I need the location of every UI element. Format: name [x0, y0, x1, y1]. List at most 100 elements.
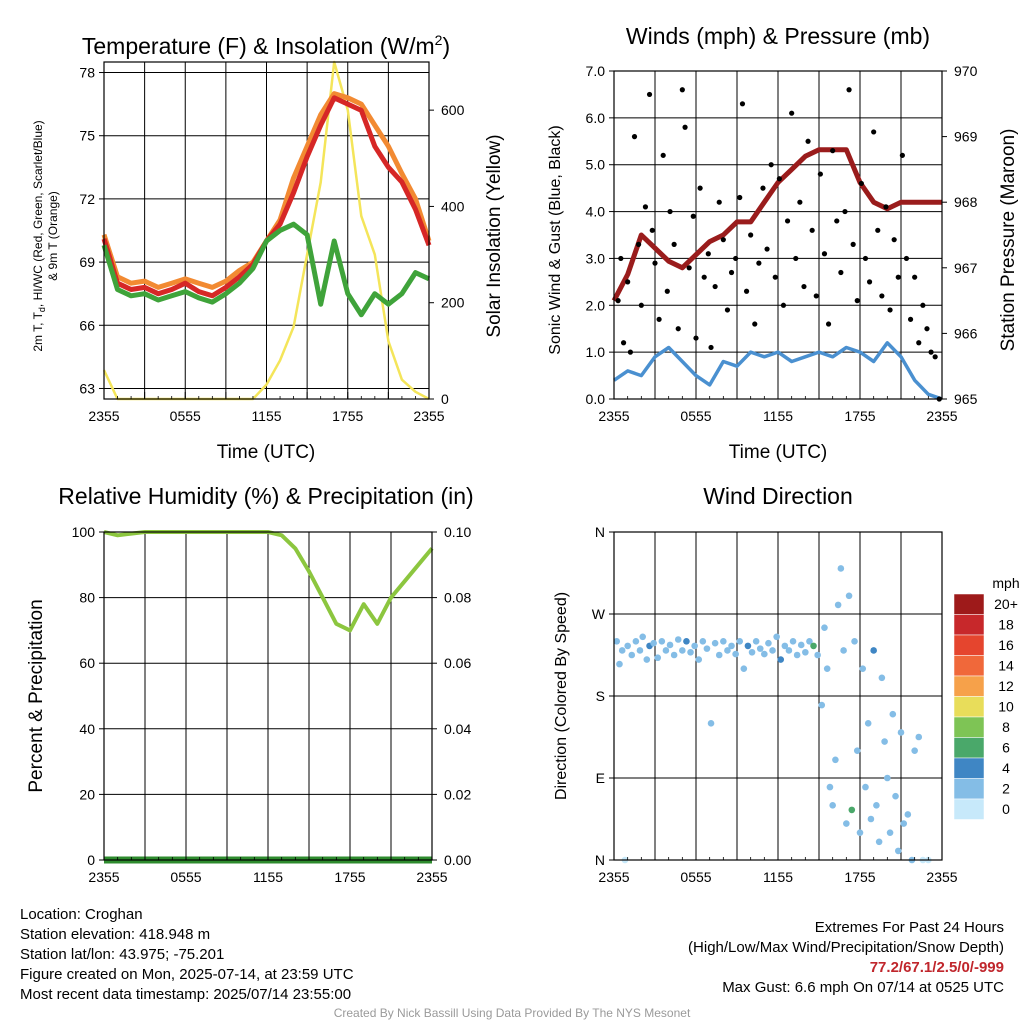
x-tick-label: 0555 [680, 408, 711, 424]
gust-point [793, 255, 799, 262]
gust-point [830, 148, 836, 154]
gust-point [618, 255, 624, 262]
max-gust: Max Gust: 6.6 mph On 07/14 at 0525 UTC [722, 979, 1004, 996]
direction-point [864, 720, 872, 727]
direction-point [711, 639, 719, 647]
gust-point [649, 227, 655, 233]
x-tick-label: 2355 [926, 869, 957, 885]
y-tick-label: E [596, 770, 605, 786]
gust-point [797, 199, 803, 205]
direction-point [821, 624, 828, 631]
temp-gridlines [103, 62, 430, 399]
gust-point [875, 227, 881, 233]
direction-point [897, 729, 905, 736]
figure-created: Figure created on Mon, 2025-07-14, at 23… [20, 966, 354, 983]
x-tick-label: 1755 [844, 869, 875, 885]
gust-point [660, 152, 666, 158]
gust-point [708, 344, 714, 351]
gust-point [928, 349, 934, 355]
y-tick-label: 20 [79, 786, 95, 802]
direction-point [736, 638, 744, 645]
direction-point [744, 642, 752, 650]
gust-point [920, 302, 926, 308]
direction-point [616, 660, 623, 668]
gust-point [846, 87, 852, 93]
direction-point [624, 642, 631, 650]
gust-point [780, 302, 787, 308]
gust-point [664, 288, 670, 294]
colorbar-label: 18 [998, 617, 1014, 633]
extremes-panel: Extremes For Past 24 Hours (High/Low/Max… [688, 918, 1004, 998]
x-tick-label: 0555 [680, 869, 711, 885]
direction-point [802, 648, 809, 656]
gust-point [838, 269, 844, 276]
gust-point [760, 185, 766, 191]
gust-point [667, 208, 673, 215]
direction-point [873, 802, 880, 809]
y2-tick-label: 200 [441, 295, 465, 311]
direction-point [765, 639, 772, 647]
direction-point [632, 638, 640, 645]
rh-gridlines [103, 531, 433, 861]
wind-title: Winds (mph) & Pressure (mb) [626, 23, 930, 49]
direction-point [829, 802, 836, 809]
x-tick-label: 2355 [88, 408, 119, 424]
gust-point [682, 124, 688, 130]
direction-point [911, 747, 918, 754]
direction-point [748, 648, 756, 656]
x-tick-label: 2355 [416, 869, 447, 885]
gust-point [842, 208, 848, 215]
x-tick-label: 2355 [413, 408, 444, 424]
direction-point [806, 638, 813, 645]
gust-point [862, 255, 869, 262]
x-tick-label: 2355 [598, 869, 629, 885]
direction-point [639, 633, 646, 641]
direction-point [900, 820, 908, 827]
gust-point [871, 129, 877, 135]
temperature-series-line [101, 221, 431, 318]
gust-point [627, 349, 634, 355]
direction-point [840, 647, 847, 654]
colorbar-swatch [953, 757, 985, 779]
extremes-values: 77.2/67.1/2.5/0/-999 [869, 959, 1004, 976]
gust-point [805, 138, 811, 144]
direction-point [848, 806, 856, 814]
wind-series [611, 87, 943, 402]
direction-point [773, 633, 780, 641]
direction-point [878, 674, 886, 682]
direction-point [740, 665, 748, 672]
gust-point [813, 293, 819, 299]
temp-series [101, 60, 432, 401]
x-tick-label: 0555 [170, 408, 201, 424]
y-tick-label: 3.0 [586, 250, 606, 266]
colorbar-swatch [953, 593, 985, 615]
gust-point [728, 269, 735, 276]
dir-title: Wind Direction [703, 483, 853, 509]
direction-point [823, 665, 831, 672]
gust-point [638, 302, 644, 308]
y2-tick-label: 0.06 [444, 655, 471, 671]
x-tick-label: 1755 [332, 408, 363, 424]
gust-point [733, 255, 739, 262]
direction-point [793, 651, 801, 659]
panel-temperature: Temperature (F) & Insolation (W/m2) 2355… [31, 32, 505, 463]
gust-point [615, 298, 621, 304]
direction-point [853, 747, 861, 754]
station-location: Location: Croghan [20, 906, 143, 923]
gust-point [679, 87, 685, 93]
direction-point [904, 811, 912, 818]
y-tick-label: 0 [87, 852, 95, 868]
wind-y2label: Station Pressure (Maroon) [998, 129, 1019, 352]
colorbar-swatch [953, 655, 985, 677]
x-tick-label: 2355 [88, 869, 119, 885]
gust-point [916, 340, 922, 346]
gust-point [690, 213, 696, 219]
y-tick-label: 66 [79, 317, 95, 333]
direction-point [662, 647, 670, 654]
direction-point [859, 665, 867, 672]
direction-point [818, 701, 826, 709]
y-tick-label: 72 [79, 191, 95, 207]
extremes-title: Extremes For Past 24 Hours [814, 919, 1004, 936]
